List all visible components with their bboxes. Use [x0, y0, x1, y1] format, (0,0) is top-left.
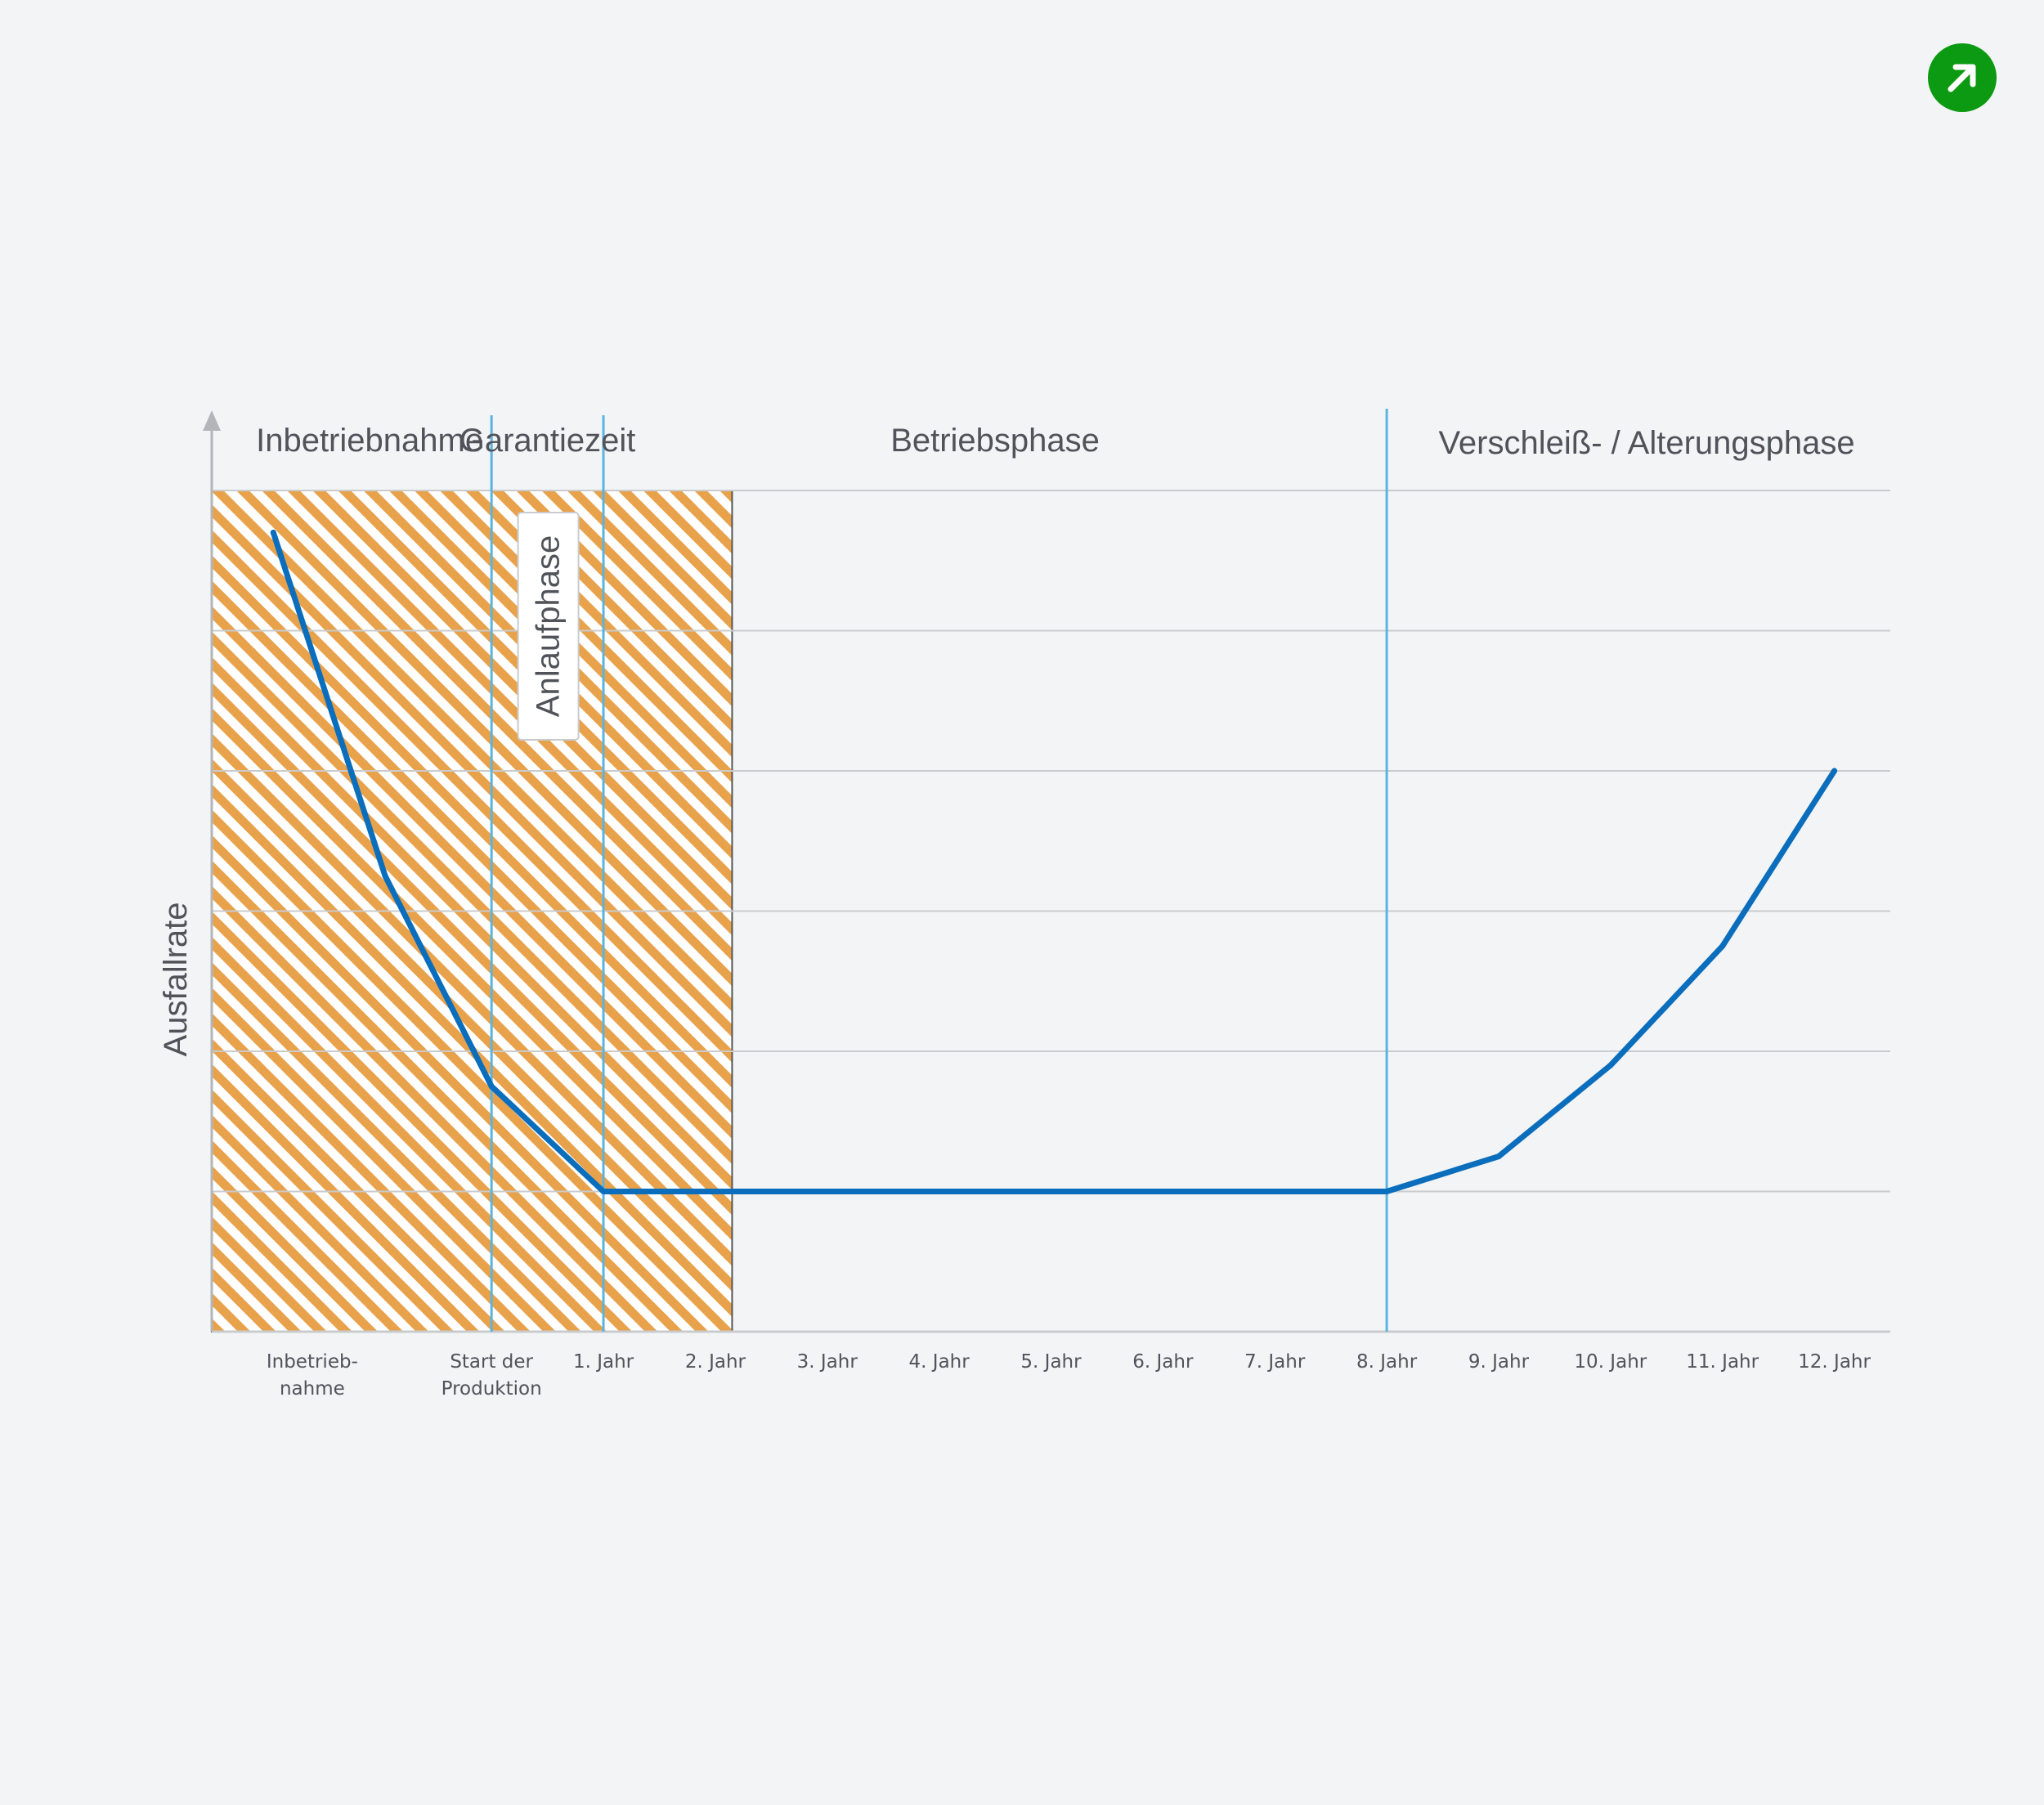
x-tick-label-10: 9. Jahr: [1468, 1351, 1530, 1373]
series-layer: [270, 529, 1838, 1194]
series-point-11: [1495, 1153, 1502, 1160]
x-tick-label-13: 12. Jahr: [1798, 1351, 1871, 1373]
y-axis-arrowhead: [203, 410, 221, 431]
x-tick-label-11: 10. Jahr: [1574, 1351, 1647, 1373]
series-point-14: [1831, 768, 1838, 774]
anlaufphase-label: Anlaufphase: [531, 535, 567, 717]
x-tick-label-1: Start der Produktion: [442, 1351, 542, 1400]
y-axis-title: Ausfallrate: [158, 902, 194, 1057]
phase-label-3: Verschleiß- / Alterungsphase: [1438, 425, 1854, 461]
series-point-1: [382, 873, 388, 880]
phase-label-1: Garantiezeit: [459, 423, 636, 459]
x-tick-label-9: 8. Jahr: [1356, 1351, 1418, 1373]
anlaufphase-box: [517, 512, 580, 741]
phase-label-2: Betriebsphase: [890, 423, 1100, 459]
x-tick-label-2: 1. Jahr: [573, 1351, 634, 1373]
series-point-6: [936, 1189, 943, 1194]
x-tick-label-6: 5. Jahr: [1020, 1351, 1082, 1373]
series-point-5: [824, 1189, 831, 1194]
series-point-9: [1271, 1189, 1278, 1194]
series-point-13: [1719, 943, 1726, 949]
x-tick-label-8: 7. Jahr: [1244, 1351, 1306, 1373]
x-tick-label-0: Inbetrieb-nahme: [267, 1351, 358, 1400]
phase-dividers-layer: [490, 409, 1388, 1332]
x-tick-label-12: 11. Jahr: [1686, 1351, 1759, 1373]
phase-label-0: Inbetriebnahme: [256, 423, 483, 459]
series-point-2: [488, 1083, 495, 1090]
series-point-10: [1383, 1189, 1390, 1194]
x-tick-label-5: 4. Jahr: [909, 1351, 970, 1373]
series-point-7: [1048, 1189, 1054, 1194]
expand-button[interactable]: [1928, 43, 1997, 112]
annotation-layer: Anlaufphase: [517, 512, 580, 741]
series-point-8: [1159, 1189, 1166, 1194]
series-point-0: [270, 529, 276, 535]
x-tick-label-3: 2. Jahr: [685, 1351, 746, 1373]
tick-labels-layer: Inbetrieb-nahme Start der Produktion 1. Jah…: [267, 1351, 1871, 1400]
x-tick-label-4: 3. Jahr: [797, 1351, 858, 1373]
series-point-12: [1607, 1062, 1614, 1068]
series-point-4: [712, 1189, 719, 1194]
arrow-up-right-icon: [1948, 64, 1976, 92]
series-point-3: [600, 1189, 607, 1194]
x-tick-label-7: 6. Jahr: [1132, 1351, 1194, 1373]
